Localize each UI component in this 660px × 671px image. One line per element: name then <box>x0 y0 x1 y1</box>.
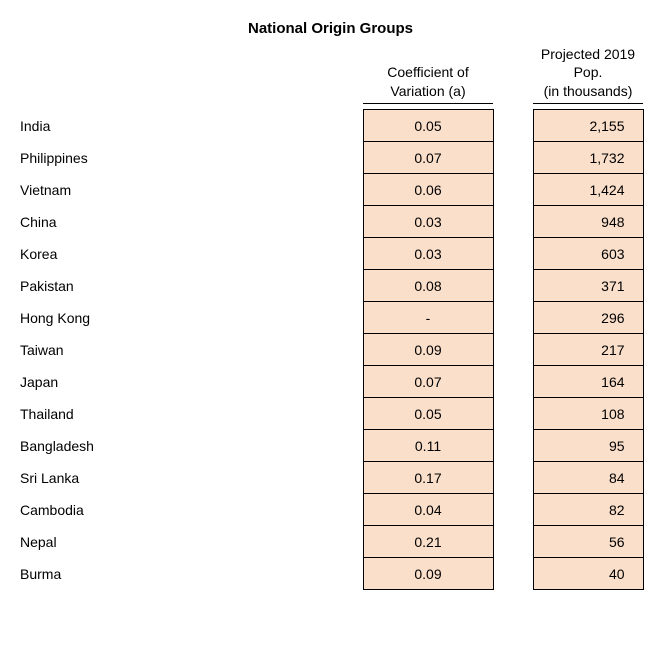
header-blank <box>18 43 363 83</box>
row-label: Hong Kong <box>18 302 363 334</box>
row-cv: 0.09 <box>363 334 493 366</box>
row-gap <box>493 270 533 302</box>
table-row: Thailand0.05 108 <box>18 398 643 430</box>
row-proj: 84 <box>533 462 643 494</box>
row-gap <box>493 334 533 366</box>
row-cv: 0.05 <box>363 110 493 142</box>
row-proj: 948 <box>533 206 643 238</box>
row-label: Philippines <box>18 142 363 174</box>
row-gap <box>493 110 533 142</box>
header-proj-line1: Projected 2019 Pop. <box>533 43 643 83</box>
row-gap <box>493 366 533 398</box>
row-gap <box>493 302 533 334</box>
table-row: Burma0.09 40 <box>18 558 643 590</box>
row-proj: 1,732 <box>533 142 643 174</box>
header-cv-line1: Coefficient of <box>363 43 493 83</box>
row-gap <box>493 206 533 238</box>
header-gap-2 <box>493 83 533 104</box>
row-label: Pakistan <box>18 270 363 302</box>
header-proj-line2: (in thousands) <box>533 83 643 104</box>
row-cv: 0.06 <box>363 174 493 206</box>
row-cv: 0.05 <box>363 398 493 430</box>
row-label: Korea <box>18 238 363 270</box>
row-gap <box>493 142 533 174</box>
table-row: Taiwan0.09 217 <box>18 334 643 366</box>
row-proj: 217 <box>533 334 643 366</box>
row-proj: 2,155 <box>533 110 643 142</box>
row-proj: 82 <box>533 494 643 526</box>
row-proj: 296 <box>533 302 643 334</box>
row-proj: 371 <box>533 270 643 302</box>
row-label: Japan <box>18 366 363 398</box>
row-proj: 40 <box>533 558 643 590</box>
header-cv-line2: Variation (a) <box>363 83 493 104</box>
row-cv: 0.04 <box>363 494 493 526</box>
row-proj: 95 <box>533 430 643 462</box>
table-row: Japan0.07 164 <box>18 366 643 398</box>
row-proj: 603 <box>533 238 643 270</box>
row-cv: 0.09 <box>363 558 493 590</box>
table-row: China0.03 948 <box>18 206 643 238</box>
row-gap <box>493 526 533 558</box>
table-row: Pakistan0.08 371 <box>18 270 643 302</box>
row-label: India <box>18 110 363 142</box>
table-row: Korea0.03 603 <box>18 238 643 270</box>
row-cv: 0.08 <box>363 270 493 302</box>
row-cv: 0.17 <box>363 462 493 494</box>
row-label: Nepal <box>18 526 363 558</box>
row-gap <box>493 494 533 526</box>
row-label: Cambodia <box>18 494 363 526</box>
row-gap <box>493 238 533 270</box>
table-row: Cambodia0.04 82 <box>18 494 643 526</box>
row-gap <box>493 398 533 430</box>
row-label: Vietnam <box>18 174 363 206</box>
row-gap <box>493 462 533 494</box>
row-label: Burma <box>18 558 363 590</box>
row-label: China <box>18 206 363 238</box>
row-cv: 0.03 <box>363 238 493 270</box>
row-label: Sri Lanka <box>18 462 363 494</box>
table-title: National Origin Groups <box>18 20 643 43</box>
origin-groups-table: National Origin Groups Coefficient of Pr… <box>18 20 644 590</box>
row-gap <box>493 558 533 590</box>
row-cv: - <box>363 302 493 334</box>
row-cv: 0.21 <box>363 526 493 558</box>
table-row: Philippines0.07 1,732 <box>18 142 643 174</box>
header-blank-2 <box>18 83 363 104</box>
row-gap <box>493 430 533 462</box>
row-proj: 1,424 <box>533 174 643 206</box>
row-cv: 0.07 <box>363 142 493 174</box>
row-proj: 164 <box>533 366 643 398</box>
header-gap <box>493 43 533 83</box>
row-label: Taiwan <box>18 334 363 366</box>
table-row: Hong Kong- 296 <box>18 302 643 334</box>
row-label: Bangladesh <box>18 430 363 462</box>
row-cv: 0.07 <box>363 366 493 398</box>
table-row: Nepal0.21 56 <box>18 526 643 558</box>
table-row: Bangladesh0.11 95 <box>18 430 643 462</box>
row-cv: 0.11 <box>363 430 493 462</box>
table-row: India0.05 2,155 <box>18 110 643 142</box>
table-row: Vietnam0.06 1,424 <box>18 174 643 206</box>
row-proj: 56 <box>533 526 643 558</box>
table-row: Sri Lanka0.17 84 <box>18 462 643 494</box>
row-cv: 0.03 <box>363 206 493 238</box>
row-label: Thailand <box>18 398 363 430</box>
row-proj: 108 <box>533 398 643 430</box>
row-gap <box>493 174 533 206</box>
